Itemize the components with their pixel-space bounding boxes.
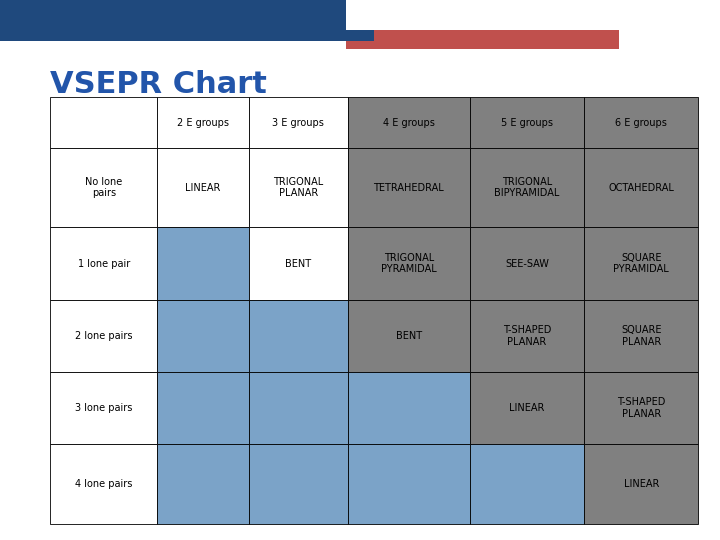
Text: 3 lone pairs: 3 lone pairs <box>75 403 132 413</box>
Text: SQUARE
PYRAMIDAL: SQUARE PYRAMIDAL <box>613 253 669 274</box>
Text: 5 E groups: 5 E groups <box>501 118 553 127</box>
Text: T-SHAPED
PLANAR: T-SHAPED PLANAR <box>503 325 551 347</box>
Text: SQUARE
PLANAR: SQUARE PLANAR <box>621 325 662 347</box>
Text: BENT: BENT <box>285 259 311 268</box>
Text: 4 E groups: 4 E groups <box>383 118 435 127</box>
Text: T-SHAPED
PLANAR: T-SHAPED PLANAR <box>617 397 665 419</box>
Text: SEE-SAW: SEE-SAW <box>505 259 549 268</box>
Text: 2 lone pairs: 2 lone pairs <box>75 331 132 341</box>
Text: OCTAHEDRAL: OCTAHEDRAL <box>608 183 674 193</box>
Text: TETRAHEDRAL: TETRAHEDRAL <box>374 183 444 193</box>
Text: No lone
pairs: No lone pairs <box>85 177 122 198</box>
Text: LINEAR: LINEAR <box>624 479 659 489</box>
Text: 4 lone pairs: 4 lone pairs <box>75 479 132 489</box>
Text: TRIGONAL
PLANAR: TRIGONAL PLANAR <box>273 177 323 198</box>
Text: LINEAR: LINEAR <box>185 183 220 193</box>
Text: LINEAR: LINEAR <box>509 403 544 413</box>
Text: 2 E groups: 2 E groups <box>177 118 229 127</box>
Text: 1 lone pair: 1 lone pair <box>78 259 130 268</box>
Text: TRIGONAL
BIPYRAMIDAL: TRIGONAL BIPYRAMIDAL <box>494 177 559 198</box>
Text: 6 E groups: 6 E groups <box>616 118 667 127</box>
Text: 3 E groups: 3 E groups <box>272 118 324 127</box>
Text: BENT: BENT <box>396 331 422 341</box>
Text: TRIGONAL
PYRAMIDAL: TRIGONAL PYRAMIDAL <box>381 253 436 274</box>
Text: VSEPR Chart: VSEPR Chart <box>50 70 267 99</box>
